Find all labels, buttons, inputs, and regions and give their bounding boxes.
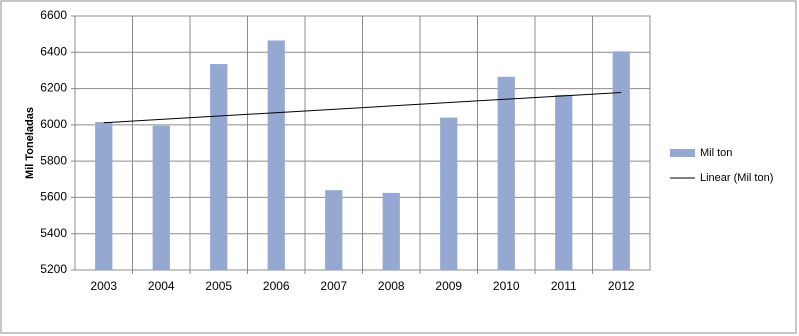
bar	[497, 76, 515, 271]
x-tick-label: 2008	[378, 279, 405, 293]
bar	[95, 122, 113, 270]
y-tick-label: 6600	[40, 8, 67, 22]
x-tick-label: 2009	[435, 279, 462, 293]
bar	[612, 51, 630, 270]
x-tick-label: 2004	[148, 279, 175, 293]
x-tick-label: 2011	[551, 279, 577, 293]
bar	[267, 40, 285, 270]
y-axis-title: Mil Toneladas	[24, 107, 36, 179]
x-tick-label: 2005	[205, 279, 232, 293]
x-tick-label: 2010	[493, 279, 520, 293]
y-tick-label: 5800	[40, 153, 67, 167]
legend-swatch	[670, 149, 695, 157]
y-tick-label: 5400	[40, 226, 67, 240]
legend-label: Mil ton	[700, 147, 732, 159]
x-tick-label: 2007	[320, 279, 347, 293]
bar	[152, 125, 170, 270]
x-tick-label: 2012	[608, 279, 635, 293]
y-tick-label: 5200	[40, 262, 67, 276]
x-tick-label: 2003	[90, 279, 117, 293]
y-tick-label: 5600	[40, 190, 67, 204]
legend-label: Linear (Mil ton)	[700, 172, 773, 184]
bar	[382, 192, 400, 270]
bar	[555, 94, 573, 271]
bar	[440, 117, 458, 270]
y-tick-label: 6200	[40, 81, 67, 95]
trendline	[103, 91, 622, 124]
bar	[325, 190, 343, 270]
x-tick-label: 2006	[263, 279, 290, 293]
bar	[210, 64, 228, 270]
y-tick-label: 6000	[40, 117, 67, 131]
y-tick-label: 6400	[40, 44, 67, 58]
